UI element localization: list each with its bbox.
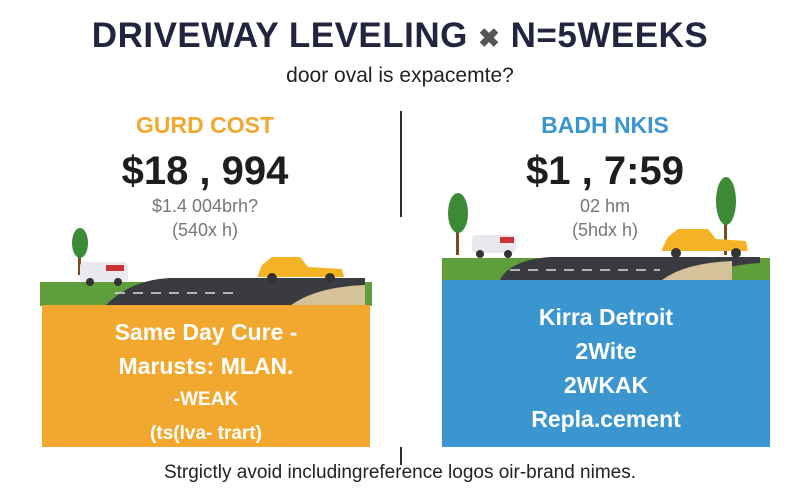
right-detail-2: (5hdx h) (571, 220, 639, 240)
right-info-box: Kirra Detroit 2Wite 2WKAK Repla.cement (442, 280, 770, 447)
left-column: GURD COST $18 , 994 $1.4 004brh? (540x h… (40, 112, 370, 241)
title-suffix: N=5WEEKS (510, 16, 709, 55)
right-column: BADH NKIS $1 , 7:59 02 hm (5hdx h) (440, 112, 770, 241)
right-box-line: 2WKAK (563, 372, 649, 398)
left-info-box: Same Day Cure - Marusts: MLAN. -WEAK (ts… (42, 305, 370, 447)
right-price: $1 , 7:59 (526, 149, 684, 193)
van-icon (472, 235, 516, 258)
right-box-line: Kirra Detroit (538, 304, 674, 330)
cross-icon: ✖ (478, 23, 501, 53)
car-icon (258, 257, 344, 283)
right-box-line: Repla.cement (531, 406, 681, 432)
left-detail-2: (540x h) (171, 220, 239, 240)
left-heading: GURD COST (136, 112, 274, 138)
left-detail-1: $1.4 004brh? (151, 196, 259, 216)
left-price: $18 , 994 (121, 149, 289, 193)
van-icon (80, 262, 128, 286)
tree-icon (72, 228, 88, 275)
left-box-line: Same Day Cure - (114, 319, 298, 345)
page-title: DRIVEWAY LEVELING ✖ N=5WEEKS (0, 16, 800, 56)
right-road-scene (442, 177, 770, 280)
left-box-line: Marusts: MLAN. (118, 353, 294, 379)
footer-note: Strgictly avoid includingreference logos… (163, 462, 637, 483)
right-box-line: 2Wite (575, 338, 637, 364)
left-box-line: (ts(lva- trart) (150, 423, 262, 444)
car-icon (662, 229, 748, 258)
title-text: DRIVEWAY LEVELING (91, 16, 468, 55)
right-heading: BADH NKIS (541, 112, 669, 138)
divider (400, 111, 402, 217)
tree-icon (448, 193, 468, 255)
right-detail-1: 02 hm (579, 196, 631, 216)
left-road-scene (40, 228, 372, 306)
subtitle: door oval is expacemte? (286, 64, 514, 87)
left-box-line: -WEAK (173, 389, 239, 410)
divider (400, 447, 402, 465)
tree-icon (716, 177, 736, 255)
